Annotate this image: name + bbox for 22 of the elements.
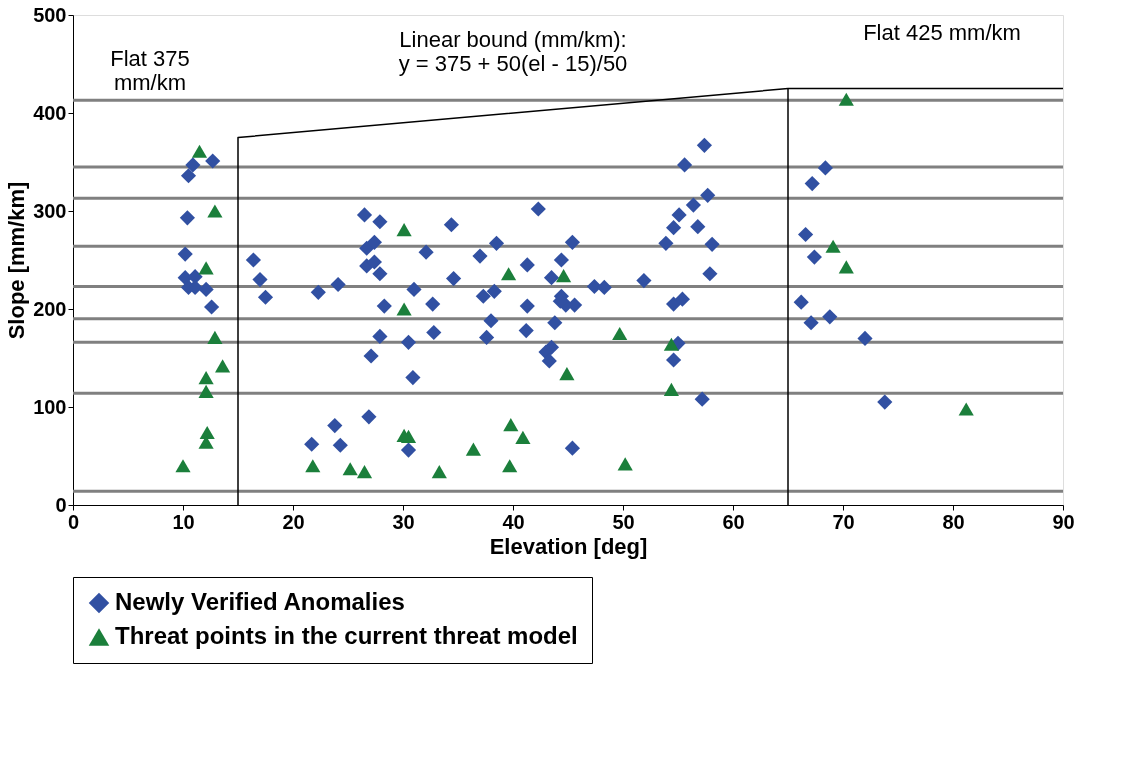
y-tick-label: 500 — [33, 3, 67, 26]
y-tick-label: 200 — [33, 297, 67, 320]
x-axis-title: Elevation [deg] — [489, 533, 648, 559]
y-tick-label: 400 — [33, 101, 67, 124]
x-tick-label: 20 — [282, 510, 305, 533]
x-tick-label: 30 — [392, 510, 415, 533]
x-tick-label: 70 — [832, 510, 855, 533]
legend-label: Threat points in the current threat model — [115, 622, 578, 649]
y-tick-label: 0 — [55, 493, 67, 516]
x-tick-label: 90 — [1052, 510, 1075, 533]
y-tick-label: 100 — [33, 395, 67, 418]
x-tick-label: 40 — [502, 510, 525, 533]
x-tick-label: 80 — [942, 510, 965, 533]
x-tick-label: 10 — [172, 510, 195, 533]
y-axis-title: Slope [mm/km] — [4, 181, 30, 340]
annotation: Flat 375 mm/km — [110, 46, 190, 95]
x-tick-label: 50 — [612, 510, 635, 533]
annotation: Flat 425 mm/km — [863, 20, 1021, 45]
legend-label: Newly Verified Anomalies — [115, 588, 405, 615]
y-tick-label: 300 — [33, 199, 67, 222]
x-tick-label: 60 — [722, 510, 745, 533]
annotation: Linear bound (mm/km): y = 375 + 50(el - 15)/50 — [398, 27, 628, 76]
